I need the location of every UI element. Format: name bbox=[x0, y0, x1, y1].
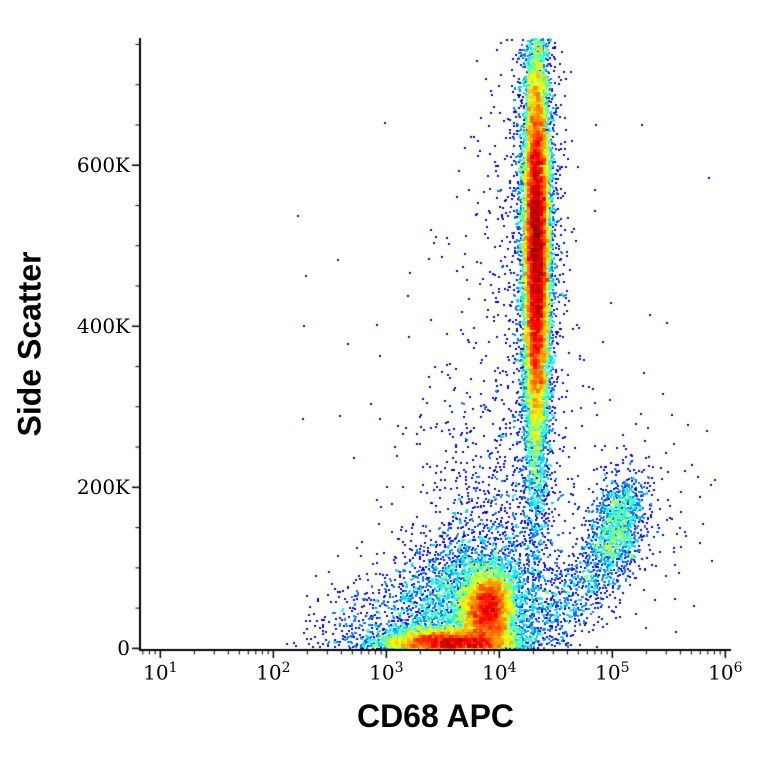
y-tick-label: 600K bbox=[76, 153, 130, 178]
x-tick-label: 101 bbox=[143, 660, 178, 685]
x-tick-label: 103 bbox=[369, 660, 404, 685]
x-tick-label: 104 bbox=[482, 660, 517, 685]
y-tick-label: 200K bbox=[76, 475, 130, 500]
x-tick-label: 106 bbox=[708, 660, 743, 685]
x-tick-label: 102 bbox=[256, 660, 291, 685]
x-axis-title: CD68 APC bbox=[356, 698, 515, 734]
y-tick-label: 400K bbox=[76, 314, 130, 339]
y-tick-label: 0 bbox=[117, 636, 130, 661]
y-axis-title: Side Scatter bbox=[11, 251, 48, 437]
x-tick-label: 105 bbox=[595, 660, 630, 685]
